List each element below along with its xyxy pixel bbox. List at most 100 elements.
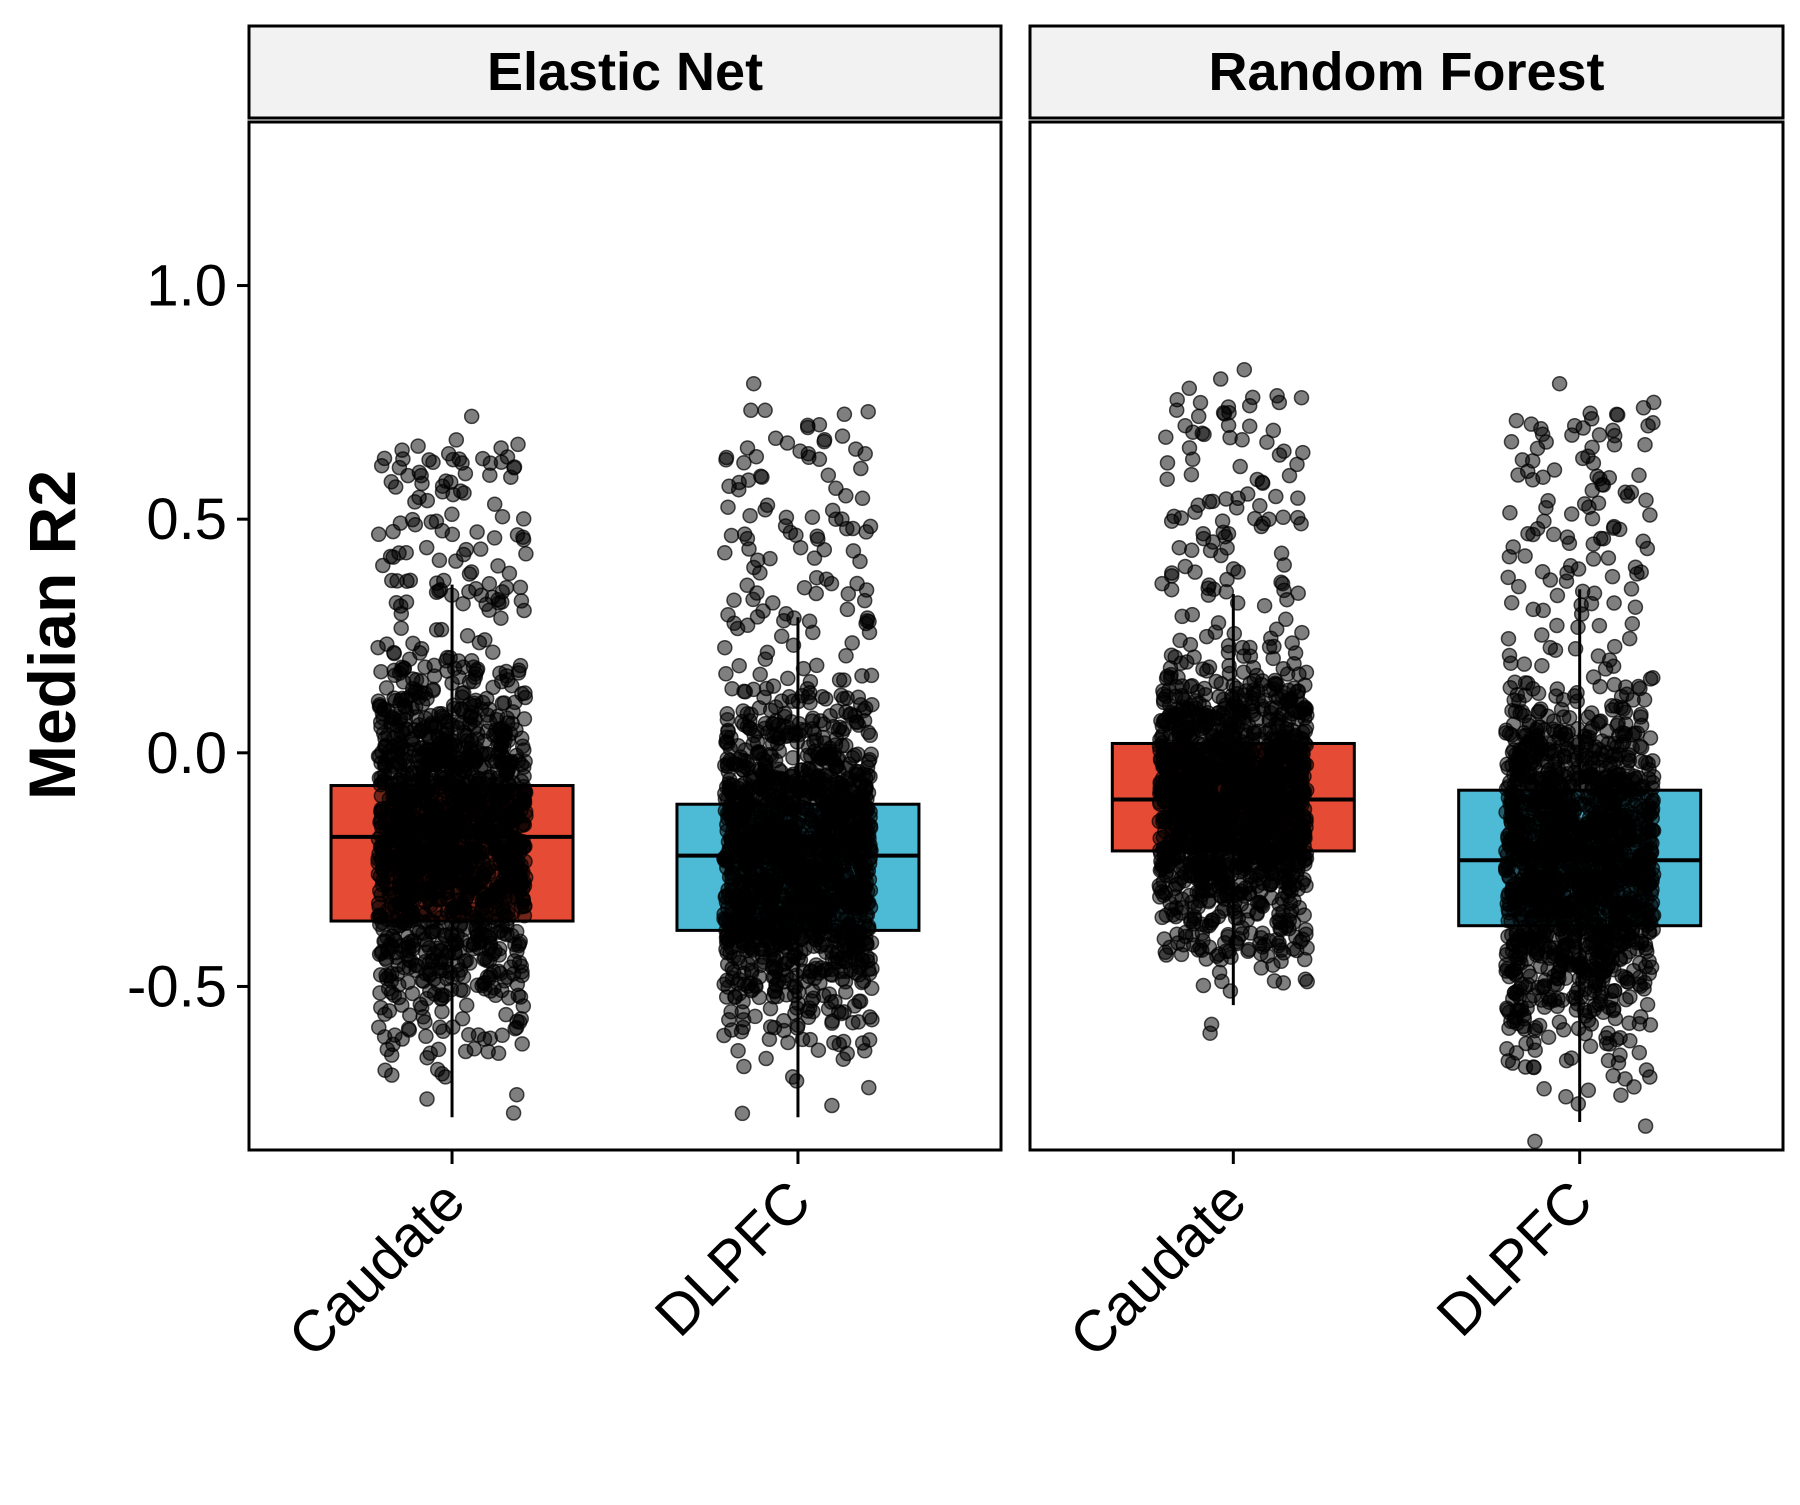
data-point bbox=[1224, 718, 1238, 732]
data-point bbox=[720, 973, 734, 987]
data-point bbox=[1158, 714, 1172, 728]
data-point bbox=[1223, 757, 1237, 771]
data-point bbox=[1277, 946, 1291, 960]
data-point bbox=[851, 690, 865, 704]
outlier-point bbox=[761, 498, 775, 512]
data-point bbox=[1197, 532, 1211, 546]
data-point bbox=[440, 664, 454, 678]
data-point bbox=[770, 807, 784, 821]
data-point bbox=[730, 849, 744, 863]
data-point bbox=[434, 953, 448, 967]
data-point bbox=[743, 509, 757, 523]
data-point bbox=[848, 999, 862, 1013]
data-point bbox=[423, 1046, 437, 1060]
data-point bbox=[1156, 684, 1170, 698]
data-point bbox=[719, 667, 733, 681]
data-point bbox=[790, 1021, 804, 1035]
data-point bbox=[1287, 915, 1301, 929]
data-point bbox=[811, 896, 825, 910]
data-point bbox=[1298, 972, 1312, 986]
data-point bbox=[1254, 520, 1268, 534]
data-point bbox=[722, 1013, 736, 1027]
data-point bbox=[1159, 812, 1173, 826]
data-point bbox=[455, 702, 469, 716]
data-point bbox=[771, 929, 785, 943]
data-point bbox=[1287, 657, 1301, 671]
outlier-point bbox=[1295, 391, 1309, 405]
data-point bbox=[810, 658, 824, 672]
data-point bbox=[743, 894, 757, 908]
data-point bbox=[445, 507, 459, 521]
data-point bbox=[810, 529, 824, 543]
data-point bbox=[1210, 806, 1224, 820]
data-point bbox=[450, 901, 464, 915]
data-point bbox=[386, 784, 400, 798]
data-point bbox=[1188, 505, 1202, 519]
data-point bbox=[1174, 511, 1188, 525]
data-point bbox=[828, 955, 842, 969]
data-point bbox=[718, 546, 732, 560]
data-point bbox=[1217, 731, 1231, 745]
data-point bbox=[451, 721, 465, 735]
data-point bbox=[489, 843, 503, 857]
data-point bbox=[420, 541, 434, 555]
data-point bbox=[432, 553, 446, 567]
data-point bbox=[505, 717, 519, 731]
data-point bbox=[1204, 786, 1218, 800]
data-point bbox=[773, 864, 787, 878]
data-point bbox=[1284, 823, 1298, 837]
data-point bbox=[478, 734, 492, 748]
data-point bbox=[727, 593, 741, 607]
outlier-point bbox=[1237, 363, 1251, 377]
data-point bbox=[413, 724, 427, 738]
data-point bbox=[1175, 947, 1189, 961]
data-point bbox=[430, 623, 444, 637]
data-point bbox=[499, 1008, 513, 1022]
data-point bbox=[450, 781, 464, 795]
outlier-point bbox=[1214, 372, 1228, 386]
data-point bbox=[1264, 862, 1278, 876]
data-point bbox=[470, 525, 484, 539]
data-point bbox=[797, 662, 811, 676]
data-point bbox=[1194, 396, 1208, 410]
data-point bbox=[481, 970, 495, 984]
data-point bbox=[440, 731, 454, 745]
data-point bbox=[451, 793, 465, 807]
data-point bbox=[1159, 430, 1173, 444]
data-point bbox=[388, 1028, 402, 1042]
outlier-point bbox=[858, 447, 872, 461]
data-point bbox=[1289, 783, 1303, 797]
data-point bbox=[725, 529, 739, 543]
outlier-point bbox=[511, 437, 525, 451]
data-point bbox=[471, 1028, 485, 1042]
data-point bbox=[376, 843, 390, 857]
data-point bbox=[411, 439, 425, 453]
data-point bbox=[394, 621, 408, 635]
data-point bbox=[474, 542, 488, 556]
data-point bbox=[821, 468, 835, 482]
data-point bbox=[841, 912, 855, 926]
data-point bbox=[384, 550, 398, 564]
data-point bbox=[1282, 695, 1296, 709]
data-point bbox=[399, 876, 413, 890]
data-point bbox=[786, 1070, 800, 1084]
data-point bbox=[1244, 926, 1258, 940]
data-point bbox=[517, 795, 531, 809]
data-point bbox=[865, 936, 879, 950]
data-point bbox=[805, 722, 819, 736]
data-point bbox=[490, 880, 504, 894]
data-point bbox=[848, 748, 862, 762]
data-point bbox=[1161, 456, 1175, 470]
data-point bbox=[496, 510, 510, 524]
data-point bbox=[781, 671, 795, 685]
data-point bbox=[420, 1092, 434, 1106]
data-point bbox=[850, 577, 864, 591]
data-point bbox=[811, 1043, 825, 1057]
data-point bbox=[737, 939, 751, 953]
x-tick-label: DLPFC bbox=[643, 1168, 823, 1348]
data-point bbox=[390, 574, 404, 588]
data-point bbox=[514, 594, 528, 608]
data-point bbox=[416, 839, 430, 853]
data-point bbox=[807, 939, 821, 953]
data-point bbox=[435, 1005, 449, 1019]
